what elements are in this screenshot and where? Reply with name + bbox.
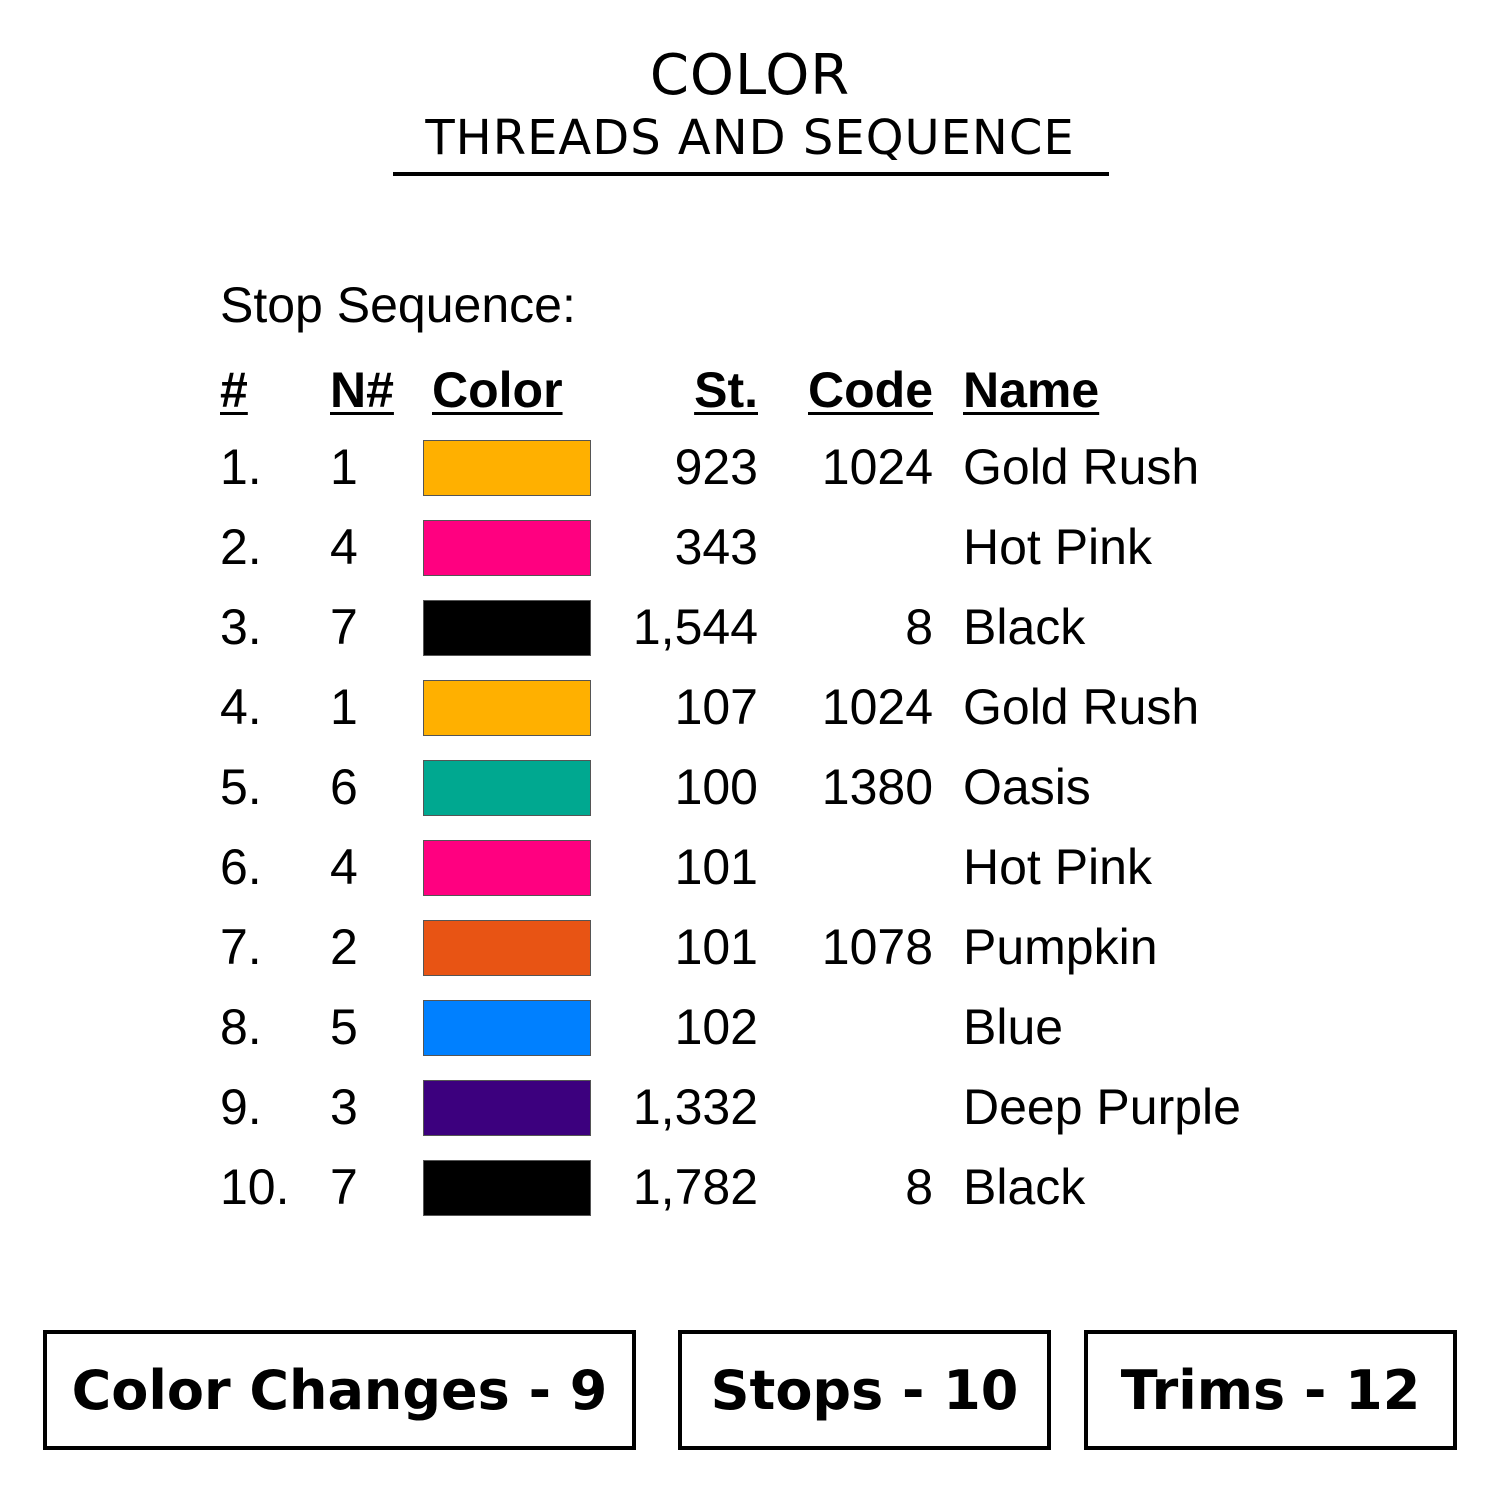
stops-box: Stops - 10 [678,1330,1051,1450]
row-stitches: 1,782 [632,1159,758,1215]
row-needle: 6 [330,759,358,815]
row-num: 9. [220,1079,262,1135]
row-num: 3. [220,599,262,655]
row-num: 2. [220,519,262,575]
row-color-swatch [423,1160,591,1216]
row-color-swatch [423,440,591,496]
row-num: 10. [220,1159,290,1215]
color-changes-label: Color Changes - 9 [71,1358,608,1422]
row-color-swatch [423,760,591,816]
row-code: 1078 [821,919,933,975]
page-title: COLOR [649,43,851,108]
row-stitches: 101 [674,919,758,975]
row-num: 4. [220,679,262,735]
row-code: 8 [905,599,933,655]
row-stitches: 100 [674,759,758,815]
row-needle: 2 [330,919,358,975]
row-name: Black [963,1159,1086,1215]
row-code: 1380 [821,759,933,815]
row-num: 5. [220,759,262,815]
row-code: 8 [905,1159,933,1215]
row-stitches: 923 [674,439,758,495]
header-num: # [220,362,248,418]
row-stitches: 101 [674,839,758,895]
row-code: 1024 [821,679,933,735]
row-color-swatch [423,840,591,896]
row-stitches: 343 [674,519,758,575]
row-num: 7. [220,919,262,975]
row-needle: 1 [330,679,358,735]
row-name: Pumpkin [963,919,1158,975]
section-label: Stop Sequence: [220,277,576,333]
title-underline [393,172,1109,176]
header-stitches: St. [694,362,758,418]
row-needle: 7 [330,1159,358,1215]
trims-box: Trims - 12 [1084,1330,1457,1450]
stops-label: Stops - 10 [710,1358,1019,1422]
row-needle: 4 [330,839,358,895]
row-name: Black [963,599,1086,655]
row-num: 8. [220,999,262,1055]
row-stitches: 107 [674,679,758,735]
row-color-swatch [423,680,591,736]
header-name: Name [963,362,1100,418]
row-needle: 5 [330,999,358,1055]
row-num: 6. [220,839,262,895]
row-needle: 3 [330,1079,358,1135]
row-color-swatch [423,1080,591,1136]
page-subtitle: THREADS AND SEQUENCE [425,110,1075,166]
header-needle: N# [330,362,394,418]
row-stitches: 1,544 [632,599,758,655]
row-name: Gold Rush [963,679,1200,735]
color-changes-box: Color Changes - 9 [43,1330,636,1450]
row-stitches: 102 [674,999,758,1055]
row-stitches: 1,332 [632,1079,758,1135]
row-color-swatch [423,520,591,576]
row-name: Oasis [963,759,1091,815]
header-code: Code [808,362,933,418]
row-color-swatch [423,600,591,656]
row-name: Blue [963,999,1064,1055]
row-needle: 7 [330,599,358,655]
row-color-swatch [423,1000,591,1056]
row-name: Hot Pink [963,839,1152,895]
row-num: 1. [220,439,262,495]
row-name: Deep Purple [963,1079,1241,1135]
row-code: 1024 [821,439,933,495]
header-color: Color [432,362,563,418]
row-color-swatch [423,920,591,976]
row-needle: 4 [330,519,358,575]
row-needle: 1 [330,439,358,495]
page-header: COLOR THREADS AND SEQUENCE [0,40,1500,166]
trims-label: Trims - 12 [1120,1358,1421,1422]
row-name: Hot Pink [963,519,1152,575]
row-name: Gold Rush [963,439,1200,495]
